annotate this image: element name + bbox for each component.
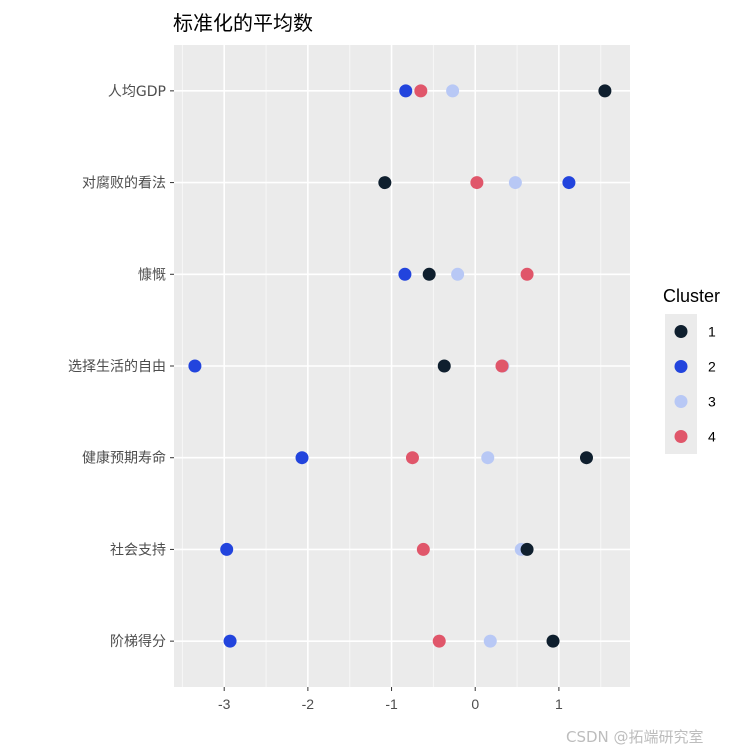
legend-key-point	[674, 395, 688, 408]
point-cluster-3	[481, 451, 495, 465]
x-tick-label: 0	[471, 696, 479, 712]
legend-key-point	[674, 360, 688, 373]
point-cluster-2	[223, 634, 237, 648]
point-cluster-4	[520, 267, 534, 281]
x-tick-label: -2	[302, 696, 315, 712]
legend: Cluster 1 2 3 4	[663, 286, 720, 454]
y-tick-label: 慷慨	[138, 266, 166, 283]
point-cluster-4	[432, 634, 446, 648]
point-cluster-4	[414, 84, 428, 98]
point-cluster-3	[508, 176, 522, 190]
x-tick-label: -1	[385, 696, 398, 712]
chart-title: 标准化的平均数	[173, 11, 313, 35]
point-cluster-4	[495, 359, 509, 373]
y-tick-label: 健康预期寿命	[82, 450, 166, 467]
point-cluster-3	[451, 267, 465, 281]
point-cluster-4	[416, 542, 430, 556]
point-cluster-1	[546, 634, 560, 648]
legend-label: 4	[708, 429, 716, 445]
point-cluster-4	[470, 176, 484, 190]
y-tick-label: 选择生活的自由	[68, 359, 166, 375]
point-cluster-1	[437, 359, 451, 373]
point-cluster-2	[220, 542, 234, 556]
point-cluster-1	[378, 176, 392, 190]
point-cluster-2	[562, 176, 576, 190]
legend-label: 3	[708, 394, 716, 410]
point-cluster-2	[295, 451, 309, 465]
point-cluster-1	[598, 84, 612, 98]
point-cluster-3	[483, 634, 497, 648]
x-tick-label: -3	[218, 696, 231, 712]
y-tick-label: 社会支持	[110, 542, 166, 558]
y-tick-label: 人均GDP	[108, 84, 166, 100]
point-cluster-1	[520, 542, 534, 556]
x-tick-label: 1	[555, 696, 563, 712]
point-cluster-1	[422, 267, 436, 281]
legend-key-point	[674, 325, 688, 338]
point-cluster-2	[188, 359, 202, 373]
y-tick-label: 对腐败的看法	[82, 175, 166, 192]
legend-key-point	[674, 430, 688, 443]
x-axis: -3 -2 -1 0 1	[218, 687, 563, 712]
data-points	[188, 84, 612, 648]
watermark: CSDN @拓端研究室	[566, 728, 704, 746]
point-cluster-2	[399, 84, 413, 98]
point-cluster-1	[579, 451, 593, 465]
legend-label: 1	[708, 324, 716, 340]
legend-label: 2	[708, 359, 716, 375]
point-cluster-2	[398, 267, 412, 281]
legend-title: Cluster	[663, 286, 720, 306]
point-cluster-3	[446, 84, 460, 98]
y-tick-label: 阶梯得分	[110, 633, 166, 650]
point-cluster-4	[405, 451, 419, 465]
